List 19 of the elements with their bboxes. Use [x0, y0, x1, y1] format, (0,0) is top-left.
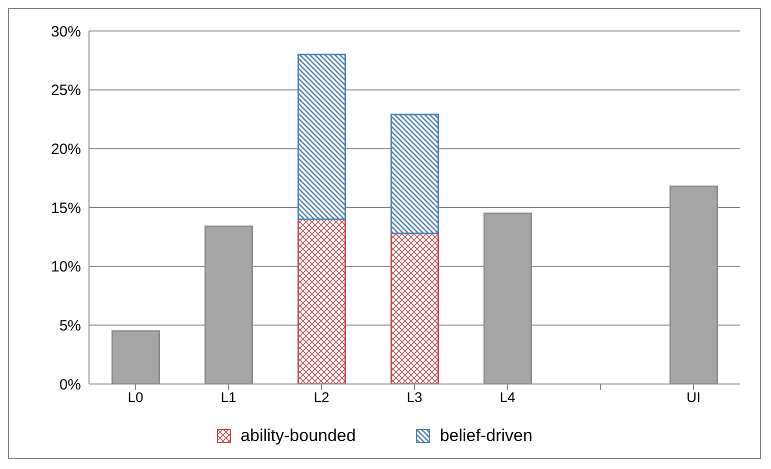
- x-tick-label: L2: [314, 388, 330, 405]
- bar: [298, 218, 346, 384]
- x-tick-label: L3: [406, 388, 422, 405]
- bar: [298, 54, 346, 220]
- y-tick-label: 30%: [50, 23, 81, 40]
- x-tick-label: L4: [500, 388, 516, 405]
- y-tick-label: 5%: [59, 317, 81, 334]
- y-tick-label: 10%: [50, 258, 81, 276]
- bar: [390, 232, 439, 384]
- y-tick-label: 0%: [59, 376, 81, 394]
- y-tick-label: 15%: [50, 200, 81, 217]
- y-tick-label: 20%: [50, 140, 81, 158]
- x-tick-label: L0: [128, 388, 144, 405]
- x-tick-label: UI: [686, 388, 700, 405]
- y-tick-label: 25%: [50, 82, 81, 100]
- legend-label: ability-bounded: [240, 426, 356, 446]
- legend-label: belief-driven: [440, 426, 532, 446]
- bar: [390, 114, 439, 234]
- x-tick-label: L1: [220, 388, 236, 405]
